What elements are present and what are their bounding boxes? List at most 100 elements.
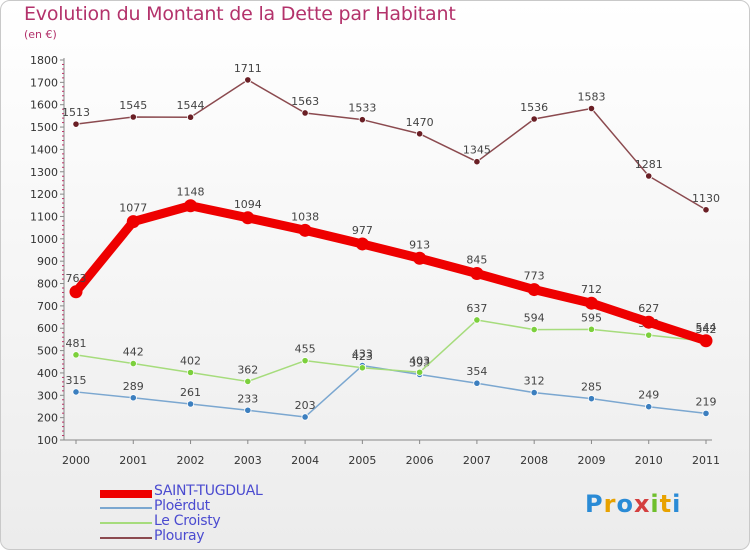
data-point (530, 115, 538, 123)
data-label: 544 (696, 321, 717, 334)
data-label: 362 (237, 363, 258, 376)
y-tick-label: 1300 (30, 166, 58, 179)
y-tick-label: 500 (37, 345, 58, 358)
y-tick-label: 800 (37, 278, 58, 291)
x-tick-label: 2007 (463, 454, 491, 467)
data-point (72, 388, 80, 396)
y-tick-label: 1400 (30, 143, 58, 156)
data-label: 712 (581, 283, 602, 296)
data-point (129, 394, 137, 402)
data-label: 594 (524, 312, 545, 325)
legend-label-ploerdut: Ploërdut (154, 498, 210, 514)
data-label: 285 (581, 381, 602, 394)
legend-label-le-croisty: Le Croisty (154, 513, 221, 529)
data-point (244, 406, 252, 414)
legend-swatch-ploerdut (100, 507, 152, 509)
data-label: 1345 (463, 144, 491, 157)
data-point (587, 104, 596, 113)
data-label: 423 (352, 350, 373, 363)
y-tick-label: 1000 (30, 233, 58, 246)
data-label: 1130 (692, 192, 720, 205)
data-label: 913 (409, 238, 430, 251)
data-point (186, 113, 195, 121)
data-label: 1094 (234, 198, 262, 211)
data-label: 1563 (291, 95, 319, 108)
data-point (473, 316, 481, 324)
data-point (527, 283, 541, 297)
data-label: 442 (123, 346, 144, 359)
x-tick-label: 2004 (291, 454, 319, 467)
x-tick-label: 2009 (577, 454, 605, 467)
data-label: 315 (66, 374, 87, 387)
data-point (699, 334, 713, 348)
data-point (301, 357, 309, 365)
data-point (416, 368, 424, 376)
x-tick-label: 2008 (520, 454, 548, 467)
data-label: 393 (409, 357, 430, 370)
data-label: 845 (466, 253, 487, 266)
legend-item-le-croisty: Le Croisty (100, 513, 360, 529)
data-point (702, 409, 710, 417)
proxiti-logo: Proxiti (585, 490, 682, 518)
data-point (358, 116, 366, 124)
data-point (473, 379, 481, 387)
series-line-saint-tugdual (71, 201, 711, 346)
y-tick-label: 1700 (30, 76, 58, 89)
data-label: 219 (696, 395, 717, 408)
data-point (587, 325, 596, 333)
data-label: 637 (466, 302, 487, 315)
legend-swatch-saint-tugdual (100, 490, 152, 498)
data-label: 261 (180, 386, 201, 399)
data-label: 1711 (234, 62, 262, 75)
data-point (244, 76, 252, 84)
legend-label-saint-tugdual: SAINT-TUGDUAL (154, 483, 263, 499)
x-tick-label: 2006 (406, 454, 434, 467)
data-label: 354 (466, 365, 487, 378)
data-point (358, 364, 366, 372)
data-point (645, 172, 653, 180)
y-tick-label: 700 (37, 300, 58, 313)
data-label: 542 (696, 323, 717, 336)
data-point (129, 359, 137, 368)
data-point (413, 251, 427, 265)
data-point (69, 285, 83, 299)
data-point (184, 199, 198, 213)
data-point (702, 206, 710, 214)
x-tick-label: 2005 (348, 454, 376, 467)
series-line-plouray (75, 79, 707, 211)
data-label: 1533 (348, 102, 376, 115)
chart-unit: (en €) (24, 28, 57, 41)
data-label: 1583 (577, 91, 605, 104)
data-point (642, 315, 656, 329)
data-label: 289 (123, 380, 144, 393)
y-tick-label: 400 (37, 367, 58, 380)
x-tick-label: 2001 (119, 454, 147, 467)
data-label: 402 (180, 354, 201, 367)
data-label: 1536 (520, 101, 548, 114)
legend: SAINT-TUGDUAL Ploërdut Le Croisty Ploura… (100, 483, 360, 544)
data-label: 1470 (406, 116, 434, 129)
data-label: 1038 (291, 210, 319, 223)
data-label: 627 (638, 302, 659, 315)
data-label: 773 (524, 270, 545, 283)
data-label: 763 (66, 272, 87, 285)
y-tick-label: 300 (37, 389, 58, 402)
series-line-plo-rdut (75, 364, 707, 418)
legend-item-ploerdut: Ploërdut (100, 498, 360, 514)
y-tick-label: 600 (37, 322, 58, 335)
data-point (244, 377, 252, 386)
data-point (587, 395, 596, 403)
chart-title: Evolution du Montant de la Dette par Hab… (24, 3, 456, 25)
data-label: 1545 (119, 99, 147, 112)
y-tick-label: 1800 (30, 54, 58, 67)
data-label: 403 (409, 354, 430, 367)
y-tick-label: 1200 (30, 188, 58, 201)
y-tick-label: 900 (37, 255, 58, 268)
data-label: 312 (524, 375, 545, 388)
data-point (72, 120, 80, 128)
x-tick-label: 2010 (635, 454, 663, 467)
data-label: 1077 (119, 202, 147, 215)
data-point (126, 215, 140, 229)
legend-swatch-plouray (100, 537, 152, 539)
